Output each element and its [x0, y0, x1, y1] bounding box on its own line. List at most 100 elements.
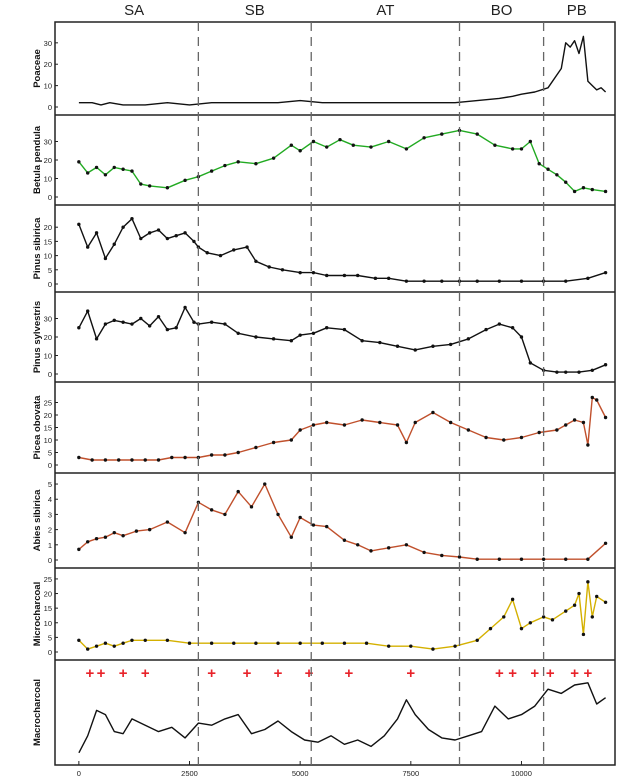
panel-microcharcoal: Microcharcoal 0 5 10 15 20 25 — [32, 567, 615, 657]
data-point — [395, 344, 400, 348]
data-point — [289, 535, 294, 539]
y-tick-label: 10 — [44, 352, 52, 361]
data-point — [165, 236, 170, 241]
panel-abies-sibirica: Abies sibirica 0 1 2 3 4 5 — [32, 472, 615, 565]
data-point — [386, 139, 391, 144]
y-tick-label: 0 — [48, 461, 52, 470]
data-point — [497, 279, 502, 283]
series-line — [78, 129, 606, 193]
data-point — [143, 458, 147, 462]
data-point — [466, 337, 471, 341]
data-point — [134, 529, 139, 533]
data-point — [139, 236, 143, 241]
y-tick-label: 3 — [48, 510, 52, 519]
data-point — [77, 160, 81, 164]
data-point — [112, 644, 116, 648]
data-point — [519, 557, 524, 561]
data-point — [360, 339, 364, 343]
data-point — [555, 370, 559, 374]
data-point — [564, 609, 568, 613]
series-line — [78, 483, 607, 560]
data-point — [466, 428, 471, 432]
data-point — [276, 512, 280, 517]
data-point — [541, 615, 546, 619]
fire-event-marker: + — [86, 665, 95, 682]
data-point — [298, 270, 302, 275]
data-point — [440, 279, 444, 283]
data-point — [342, 538, 347, 542]
data-point — [112, 530, 116, 535]
data-point — [603, 363, 608, 367]
data-point — [103, 535, 108, 539]
y-tick-label: 5 — [48, 266, 52, 275]
data-point — [223, 322, 227, 326]
fire-event-marker: + — [583, 665, 592, 682]
data-point — [360, 418, 364, 422]
data-point — [369, 145, 373, 149]
zone-label: SB — [245, 2, 265, 19]
data-point — [86, 309, 90, 313]
data-point — [232, 641, 236, 645]
y-tick-label: 2 — [48, 526, 52, 535]
data-point — [386, 546, 391, 550]
data-point — [311, 270, 316, 275]
panel-macrocharcoal: Macrocharcoal+ + + + + + + + + + + + + + + + — [32, 659, 615, 754]
data-point — [254, 259, 258, 263]
data-point — [236, 489, 240, 494]
data-point — [209, 320, 214, 324]
data-point — [174, 326, 178, 330]
y-tick-label: 5 — [48, 449, 52, 458]
data-point — [537, 430, 541, 435]
data-point — [475, 557, 479, 561]
data-point — [564, 180, 568, 184]
panel-picea-obovata: Picea obovata 0 5 10 15 20 25 — [32, 381, 615, 470]
data-point — [351, 143, 355, 147]
data-point — [338, 137, 342, 142]
data-point — [386, 276, 391, 281]
data-point — [422, 279, 426, 283]
data-point — [165, 327, 170, 332]
data-point — [77, 326, 81, 330]
data-point — [550, 618, 555, 622]
data-point — [276, 641, 280, 645]
y-tick-label: 15 — [44, 237, 52, 246]
fire-event-marker: + — [119, 665, 128, 682]
data-point — [431, 647, 435, 651]
data-point — [205, 251, 209, 255]
data-point — [245, 245, 249, 249]
data-point — [209, 641, 214, 645]
y-axis-label: Microcharcoal — [32, 582, 43, 646]
data-point — [572, 418, 577, 422]
y-tick-label: 15 — [44, 424, 52, 433]
fire-event-marker: + — [406, 665, 415, 682]
data-point — [590, 187, 594, 192]
data-point — [121, 167, 125, 171]
data-point — [192, 320, 196, 324]
data-point — [121, 225, 125, 229]
data-point — [147, 527, 152, 532]
data-point — [254, 641, 258, 645]
fire-event-marker: + — [141, 665, 150, 682]
data-point — [422, 136, 426, 140]
data-point — [298, 428, 302, 432]
y-tick-label: 20 — [44, 156, 52, 165]
data-point — [325, 273, 329, 278]
data-point — [116, 458, 121, 462]
data-point — [528, 361, 533, 365]
data-point — [586, 580, 590, 584]
y-tick-label: 20 — [44, 333, 52, 342]
data-point — [603, 600, 608, 605]
data-point — [475, 638, 479, 643]
data-point — [564, 279, 568, 283]
data-point — [581, 632, 586, 637]
data-point — [121, 533, 125, 538]
data-point — [603, 270, 608, 275]
data-point — [519, 435, 524, 440]
y-axis-label: Picea obovata — [32, 395, 43, 460]
y-tick-label: 10 — [44, 82, 52, 91]
data-point — [497, 322, 502, 326]
data-point — [586, 443, 590, 447]
data-point — [586, 276, 590, 281]
data-point — [595, 398, 599, 402]
data-point — [484, 435, 488, 440]
